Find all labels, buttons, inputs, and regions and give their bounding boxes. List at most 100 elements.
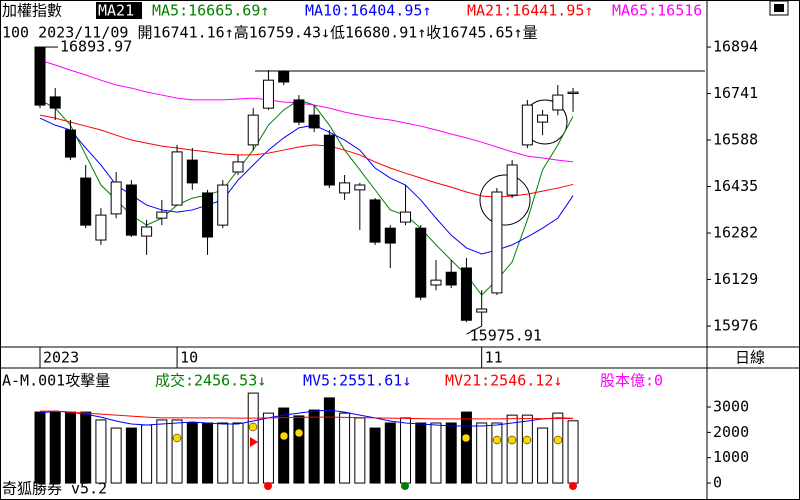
signal-dot bbox=[401, 482, 409, 490]
candle-body bbox=[217, 184, 229, 226]
y-tick-label: 15976 bbox=[713, 317, 758, 335]
info-line: 100 2023/11/09 開16741.16↑高16759.43↓低1668… bbox=[2, 24, 538, 42]
candle-body bbox=[506, 164, 518, 196]
legend-entry: MA10:16404.95↑ bbox=[305, 2, 431, 20]
y-tick-label: 0 bbox=[713, 474, 722, 492]
candle-body bbox=[476, 308, 488, 313]
candle-body bbox=[278, 71, 290, 83]
x-tick-label: 10 bbox=[180, 349, 198, 367]
candle-body bbox=[354, 184, 366, 191]
signals bbox=[172, 422, 577, 490]
y-tick-label: 16129 bbox=[713, 270, 758, 288]
volume-bar bbox=[64, 411, 76, 484]
volume-bar bbox=[293, 415, 305, 484]
volume-bar bbox=[537, 427, 549, 484]
signal-dot bbox=[461, 433, 471, 443]
legend-entry: 成交:2456.53↓ bbox=[155, 372, 266, 390]
subtitle-box bbox=[96, 2, 142, 19]
legend-entry: MV21:2546.12↓ bbox=[445, 372, 562, 390]
y-tick-label: 16894 bbox=[713, 38, 758, 56]
volume-bar bbox=[171, 419, 183, 484]
candle-body bbox=[339, 182, 351, 194]
signal-dot bbox=[294, 428, 304, 438]
candle-body bbox=[186, 159, 198, 184]
y-tick-label: 2000 bbox=[713, 423, 749, 441]
candle-body bbox=[537, 114, 549, 123]
high-label: 16893.97 bbox=[60, 38, 132, 56]
volume-bar bbox=[49, 411, 61, 484]
legend-entry: MA21:16441.95↑ bbox=[467, 2, 593, 20]
chart-title: 加權指數 bbox=[2, 2, 62, 20]
volume-bar bbox=[369, 427, 381, 484]
y-tick-label: 16588 bbox=[713, 131, 758, 149]
header: 加權指數 MA21 MA5:16665.69↑ MA10:16404.95↑ MA2… bbox=[2, 2, 706, 20]
volume-bar bbox=[354, 417, 366, 484]
candle-body bbox=[95, 214, 107, 241]
candle-body bbox=[491, 191, 503, 294]
candle-body bbox=[80, 177, 92, 226]
signal-dot bbox=[553, 435, 563, 445]
legend-entry: 股本億:0 bbox=[600, 372, 663, 390]
signal-dot bbox=[569, 482, 577, 490]
volume-bar bbox=[445, 422, 457, 484]
candle-body bbox=[430, 279, 442, 286]
legend-entry: MA5:16665.69↑ bbox=[152, 2, 269, 20]
app-label: 奇狐勝券 v5.2 bbox=[2, 480, 107, 498]
volume-bar bbox=[323, 397, 335, 484]
candle-body bbox=[34, 46, 46, 106]
y-tick-label: 1000 bbox=[713, 448, 749, 466]
volume-bar bbox=[552, 412, 564, 484]
period: 日線 bbox=[735, 349, 765, 367]
signal-dot bbox=[279, 431, 289, 441]
volume-bar bbox=[262, 412, 274, 484]
ma-line bbox=[39, 114, 574, 198]
signal-dot bbox=[172, 433, 182, 443]
volume-bar bbox=[186, 422, 198, 484]
signal-dot bbox=[248, 422, 258, 432]
ma-line bbox=[39, 409, 574, 427]
candle-body bbox=[262, 79, 274, 109]
candle-body bbox=[171, 151, 183, 206]
candle-body bbox=[384, 227, 396, 244]
candle-body bbox=[308, 114, 320, 129]
y-tick-label: 16741 bbox=[713, 84, 758, 102]
candle-body bbox=[521, 104, 533, 146]
legend-entry: MV5:2551.61↓ bbox=[303, 372, 411, 390]
volume-bar bbox=[232, 422, 244, 484]
candle-body bbox=[247, 114, 259, 146]
volume-title: A-M.001攻擊量 bbox=[2, 372, 110, 390]
volume-bar bbox=[384, 422, 396, 484]
x-tick-label: 2023 bbox=[43, 349, 79, 367]
volume-bar bbox=[125, 427, 137, 484]
marks: 15976 16129 16282 16435 16588 16741 16894 2023 1… bbox=[34, 38, 758, 492]
volume-bar bbox=[80, 411, 92, 484]
volume-bar bbox=[506, 414, 518, 484]
candle-body bbox=[323, 134, 335, 186]
volume-bar bbox=[110, 427, 122, 484]
volume-bar bbox=[141, 424, 153, 484]
candle-body bbox=[49, 96, 61, 109]
low-label: 15975.91 bbox=[470, 327, 542, 345]
candle-body bbox=[415, 227, 427, 298]
candle-body bbox=[460, 267, 472, 321]
volume-bar bbox=[202, 422, 214, 484]
subtitle: MA21 bbox=[98, 2, 134, 20]
volume-bar bbox=[400, 417, 412, 484]
candle-body bbox=[64, 129, 76, 158]
candle-body bbox=[567, 91, 579, 94]
volume-bar bbox=[491, 422, 503, 484]
volume-bar bbox=[34, 411, 46, 484]
y-tick-label: 16282 bbox=[713, 224, 758, 242]
volume-bar bbox=[430, 422, 442, 484]
volume-bar bbox=[156, 419, 168, 484]
volume-bar bbox=[521, 414, 533, 484]
volume-bar bbox=[95, 419, 107, 484]
signal-circle bbox=[479, 174, 531, 226]
candle-body bbox=[369, 199, 381, 243]
ma-line bbox=[40, 410, 574, 420]
window-icon bbox=[774, 4, 784, 12]
y-tick-label: 3000 bbox=[713, 398, 749, 416]
volume-bar bbox=[460, 411, 472, 484]
